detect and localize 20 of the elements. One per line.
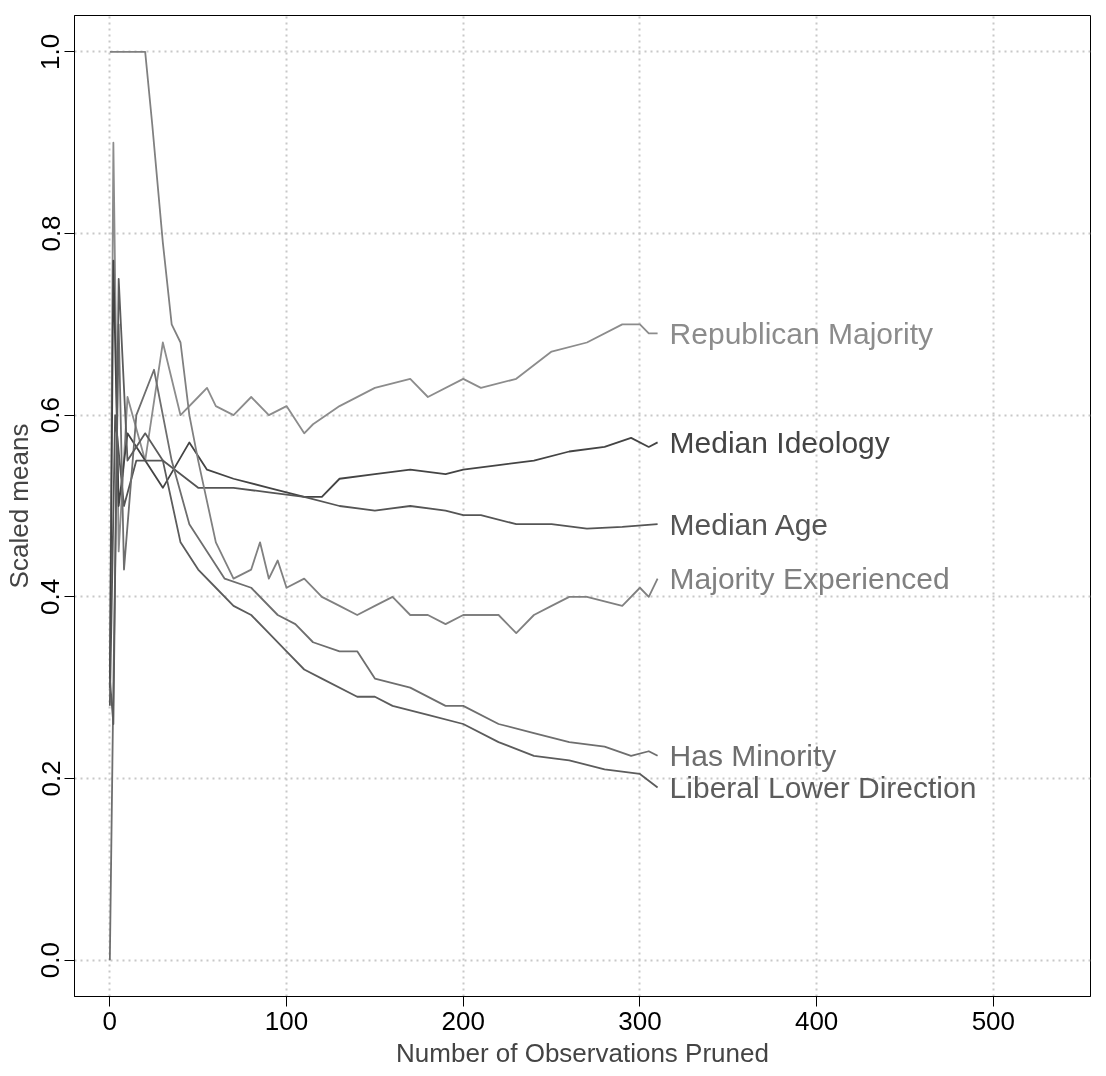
- y-tick-label: 0.2: [35, 760, 66, 797]
- x-tick-label: 0: [102, 1005, 118, 1036]
- x-tick-label: 200: [441, 1005, 485, 1036]
- x-axis-title: Number of Observations Pruned: [396, 1037, 769, 1068]
- x-tick-label: 300: [618, 1005, 662, 1036]
- series-label: Median Ideology: [669, 425, 890, 459]
- series-label: Median Age: [669, 507, 829, 541]
- series-label: Majority Experienced: [669, 562, 950, 596]
- x-tick-label: 400: [794, 1005, 839, 1036]
- y-axis-title: Scaled means: [3, 423, 34, 589]
- series-label: Liberal Lower Direction: [669, 771, 977, 805]
- y-tick-label: 0.8: [35, 215, 66, 252]
- x-tick-label: 500: [971, 1005, 1016, 1036]
- x-tick-label: 100: [264, 1005, 309, 1036]
- y-tick-label: 0.4: [35, 578, 66, 615]
- series-label: Has Minority: [669, 739, 837, 773]
- y-tick-label: 0.6: [35, 397, 66, 434]
- y-tick-label: 0.0: [35, 942, 66, 979]
- series-label: Republican Majority: [669, 316, 934, 350]
- y-tick-label: 1.0: [35, 33, 66, 70]
